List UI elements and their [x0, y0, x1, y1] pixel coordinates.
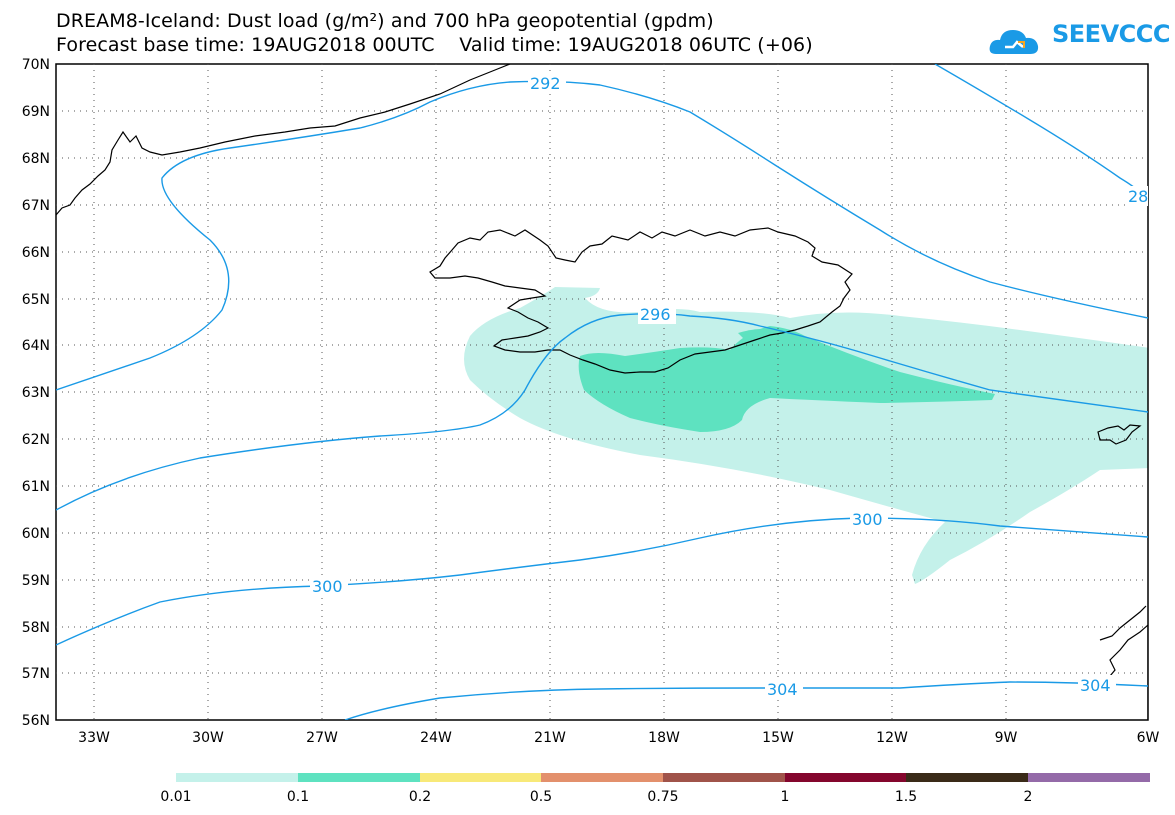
lat-label: 59N [22, 573, 50, 589]
lat-label: 63N [22, 385, 50, 401]
lat-label: 67N [22, 198, 50, 214]
lat-label: 68N [22, 151, 50, 167]
contour-292 [56, 80, 1148, 391]
gridlines [56, 64, 1148, 720]
lat-label: 66N [22, 245, 50, 261]
lon-label: 30W [192, 730, 224, 746]
lat-label: 62N [22, 432, 50, 448]
colorbar [176, 773, 1150, 782]
contour-label-296: 296 [640, 305, 671, 324]
lon-label: 21W [534, 730, 566, 746]
lon-label: 24W [420, 730, 452, 746]
colorbar-swatch [541, 773, 663, 782]
colorbar-labels: 0.01 0.1 0.2 0.5 0.75 1 1.5 2 [160, 789, 1032, 805]
contour-label-300-west: 300 [312, 577, 343, 596]
lon-label: 33W [78, 730, 110, 746]
colorbar-label: 0.75 [647, 789, 678, 805]
lat-label: 56N [22, 713, 50, 729]
colorbar-label: 2 [1024, 789, 1033, 805]
chart-subtitle: Forecast base time: 19AUG2018 00UTC Vali… [56, 34, 813, 56]
lat-label: 60N [22, 526, 50, 542]
colorbar-label: 1.5 [895, 789, 917, 805]
contour-label-292: 292 [530, 74, 561, 93]
lat-label: 64N [22, 338, 50, 354]
dust-field-low [464, 287, 1148, 584]
contour-296 [56, 313, 1148, 511]
seevccc-logo [989, 30, 1039, 54]
colorbar-swatch [785, 773, 906, 782]
dust-field-mid [578, 326, 995, 432]
contour-label-304-east: 304 [1080, 676, 1111, 695]
contour-label-288: 28 [1128, 187, 1148, 206]
contour-304 [344, 681, 1148, 720]
contour-300 [56, 517, 1148, 646]
colorbar-label: 1 [781, 789, 790, 805]
lat-label: 61N [22, 479, 50, 495]
colorbar-label: 0.2 [409, 789, 431, 805]
lon-label: 9W [995, 730, 1018, 746]
latitude-labels: 70N 69N 68N 67N 66N 65N 64N 63N 62N 61N … [22, 57, 50, 729]
contour-288 [934, 64, 1148, 201]
lon-label: 15W [762, 730, 794, 746]
contour-label-304-west: 304 [767, 680, 798, 699]
longitude-labels: 33W 30W 27W 24W 21W 18W 15W 12W 9W 6W [78, 730, 1159, 746]
lat-label: 65N [22, 292, 50, 308]
iceland-coast [429, 227, 853, 374]
contour-labels: 292 296 300 300 304 304 28 [310, 73, 1148, 699]
colorbar-swatch [1028, 773, 1150, 782]
lon-label: 6W [1137, 730, 1160, 746]
greenland-coast [56, 64, 511, 216]
colorbar-swatch [906, 773, 1028, 782]
logo-text: SEEVCCC [1052, 20, 1171, 48]
lat-label: 58N [22, 620, 50, 636]
colorbar-label: 0.1 [287, 789, 309, 805]
colorbar-swatch [176, 773, 298, 782]
lat-label: 70N [22, 57, 50, 73]
lat-label: 69N [22, 104, 50, 120]
lon-label: 27W [306, 730, 338, 746]
colorbar-swatch [420, 773, 541, 782]
colorbar-swatch [663, 773, 785, 782]
chart-title: DREAM8-Iceland: Dust load (g/m²) and 700… [56, 10, 714, 32]
lon-label: 18W [648, 730, 680, 746]
contour-label-300-east: 300 [852, 510, 883, 529]
faroe-islands [1097, 424, 1142, 445]
colorbar-label: 0.5 [530, 789, 552, 805]
lat-label: 57N [22, 666, 50, 682]
shetland-islands [1099, 605, 1147, 641]
cloud-icon [989, 30, 1039, 54]
colorbar-swatch [298, 773, 420, 782]
colorbar-label: 0.01 [160, 789, 191, 805]
lon-label: 12W [876, 730, 908, 746]
